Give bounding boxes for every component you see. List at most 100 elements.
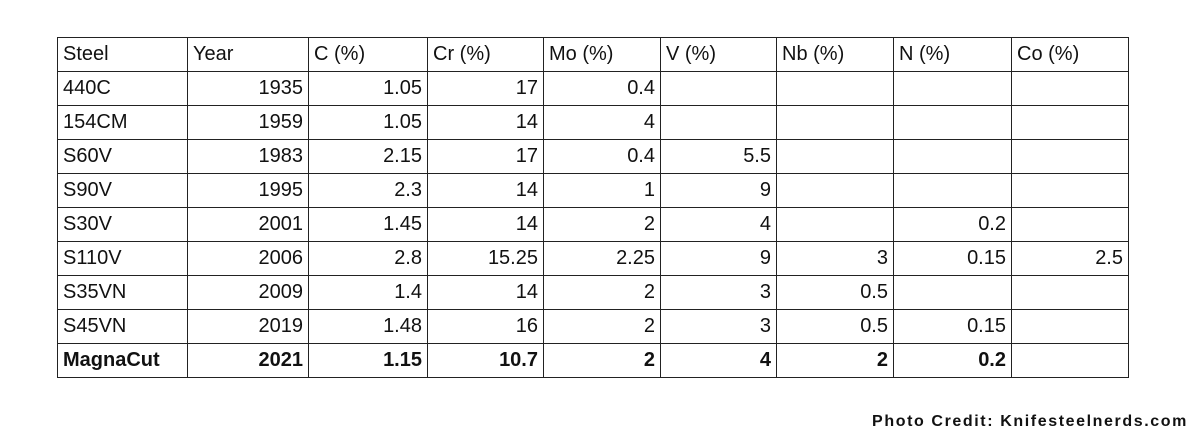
table-cell — [893, 71, 1012, 106]
table-cell: 2006 — [187, 241, 309, 276]
table-cell: 2.8 — [308, 241, 428, 276]
table-cell: 1959 — [187, 105, 309, 140]
table-cell — [893, 173, 1012, 208]
table-cell: 14 — [427, 275, 544, 310]
table-cell — [893, 105, 1012, 140]
table-cell — [1011, 343, 1129, 378]
table-cell: S110V — [57, 241, 188, 276]
table-cell — [776, 207, 894, 242]
table-cell: 2001 — [187, 207, 309, 242]
table-row: S60V 1983 2.15 17 0.4 5.5 — [57, 139, 1129, 174]
table-cell: 0.4 — [543, 71, 661, 106]
table-cell: 0.5 — [776, 309, 894, 344]
table-cell: 3 — [660, 309, 777, 344]
table-cell: 2021 — [187, 343, 309, 378]
table-cell: 2.15 — [308, 139, 428, 174]
table-cell: S35VN — [57, 275, 188, 310]
table-cell: 1.05 — [308, 71, 428, 106]
table-cell — [1011, 105, 1129, 140]
table-cell — [1011, 275, 1129, 310]
table-cell: 14 — [427, 173, 544, 208]
table-row: 154CM 1959 1.05 14 4 — [57, 105, 1129, 140]
table-cell: 4 — [660, 343, 777, 378]
table-cell — [776, 71, 894, 106]
table-cell: MagnaCut — [57, 343, 188, 378]
table-cell: 2 — [543, 309, 661, 344]
table-cell: 2 — [776, 343, 894, 378]
table-cell: 14 — [427, 207, 544, 242]
table-cell: 0.15 — [893, 241, 1012, 276]
table-row: S30V 2001 1.45 14 2 4 0.2 — [57, 207, 1129, 242]
table-cell: 3 — [660, 275, 777, 310]
table-cell: 2 — [543, 343, 661, 378]
table-cell: S60V — [57, 139, 188, 174]
table-cell: 1.48 — [308, 309, 428, 344]
table-cell: 0.2 — [893, 343, 1012, 378]
table-cell: 0.4 — [543, 139, 661, 174]
table-cell: V (%) — [660, 37, 777, 72]
table-cell: 0.15 — [893, 309, 1012, 344]
table-cell — [893, 275, 1012, 310]
table-cell: 4 — [543, 105, 661, 140]
table-cell: 1.4 — [308, 275, 428, 310]
table-cell: 1935 — [187, 71, 309, 106]
table-cell: 14 — [427, 105, 544, 140]
table-cell — [776, 173, 894, 208]
table-cell: Steel — [57, 37, 188, 72]
table-cell — [660, 105, 777, 140]
table-cell: 1.45 — [308, 207, 428, 242]
table-cell: Nb (%) — [776, 37, 894, 72]
table-cell: 2.5 — [1011, 241, 1129, 276]
table-cell: S45VN — [57, 309, 188, 344]
table-cell: S30V — [57, 207, 188, 242]
table-cell — [776, 105, 894, 140]
table-cell: Co (%) — [1011, 37, 1129, 72]
table-cell: 0.2 — [893, 207, 1012, 242]
table-cell: 2 — [543, 207, 661, 242]
table-cell: 1 — [543, 173, 661, 208]
table-cell — [1011, 71, 1129, 106]
table-cell: 16 — [427, 309, 544, 344]
table-cell: 154CM — [57, 105, 188, 140]
table-row: S45VN 2019 1.48 16 2 3 0.5 0.15 — [57, 309, 1129, 344]
table-cell — [1011, 309, 1129, 344]
table-cell — [1011, 139, 1129, 174]
table-cell: 17 — [427, 139, 544, 174]
steel-table: Steel Year C (%) Cr (%) Mo (%) V (%) Nb (%) N (… — [57, 37, 1129, 378]
table-cell: 17 — [427, 71, 544, 106]
table-cell: C (%) — [308, 37, 428, 72]
table-cell: 2009 — [187, 275, 309, 310]
table-cell — [893, 139, 1012, 174]
table-cell: 1995 — [187, 173, 309, 208]
table-row: Steel Year C (%) Cr (%) Mo (%) V (%) Nb (%) N (… — [57, 37, 1129, 72]
table-cell: 1983 — [187, 139, 309, 174]
table-row: S35VN 2009 1.4 14 2 3 0.5 — [57, 275, 1129, 310]
table-cell — [776, 139, 894, 174]
table-cell — [1011, 207, 1129, 242]
table-row: MagnaCut 2021 1.15 10.7 2 4 2 0.2 — [57, 343, 1129, 378]
table-cell: 4 — [660, 207, 777, 242]
table-cell: Cr (%) — [427, 37, 544, 72]
table-cell: 1.15 — [308, 343, 428, 378]
table-cell: 9 — [660, 241, 777, 276]
table-cell: 9 — [660, 173, 777, 208]
table-row: S110V 2006 2.8 15.25 2.25 9 3 0.15 2.5 — [57, 241, 1129, 276]
table-cell: 2 — [543, 275, 661, 310]
table-cell: 10.7 — [427, 343, 544, 378]
table-cell: 1.05 — [308, 105, 428, 140]
table-cell: 2.3 — [308, 173, 428, 208]
table-cell: S90V — [57, 173, 188, 208]
table-cell: 15.25 — [427, 241, 544, 276]
table-cell: Year — [187, 37, 309, 72]
table-cell: 0.5 — [776, 275, 894, 310]
table-cell: Mo (%) — [543, 37, 661, 72]
table-cell — [660, 71, 777, 106]
table-cell — [1011, 173, 1129, 208]
table-row: S90V 1995 2.3 14 1 9 — [57, 173, 1129, 208]
table-cell: 2019 — [187, 309, 309, 344]
table-cell: 3 — [776, 241, 894, 276]
table-row: 440C 1935 1.05 17 0.4 — [57, 71, 1129, 106]
table-cell: 440C — [57, 71, 188, 106]
photo-credit: Photo Credit: Knifesteelnerds.com — [872, 413, 1188, 430]
